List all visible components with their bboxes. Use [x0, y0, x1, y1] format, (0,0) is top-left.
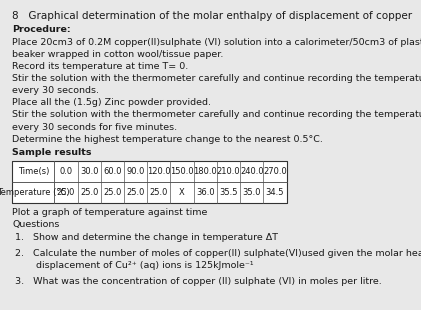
- Text: 25.0: 25.0: [103, 188, 122, 197]
- Text: 36.0: 36.0: [196, 188, 215, 197]
- Text: 35.5: 35.5: [219, 188, 238, 197]
- Text: 34.5: 34.5: [266, 188, 284, 197]
- Text: Plot a graph of temperature against time: Plot a graph of temperature against time: [12, 208, 208, 217]
- Text: 60.0: 60.0: [103, 167, 122, 176]
- FancyBboxPatch shape: [12, 162, 287, 182]
- Text: Procedure:: Procedure:: [12, 25, 71, 34]
- Text: 210.0: 210.0: [217, 167, 240, 176]
- Text: 8   Graphical determination of the molar enthalpy of displacement of copper: 8 Graphical determination of the molar e…: [12, 11, 413, 20]
- Text: Stir the solution with the thermometer carefully and continue recording the temp: Stir the solution with the thermometer c…: [12, 74, 421, 83]
- Text: 25.0: 25.0: [149, 188, 168, 197]
- Text: every 30 seconds for five minutes.: every 30 seconds for five minutes.: [12, 122, 177, 131]
- Text: X: X: [179, 188, 185, 197]
- Text: Determine the highest temperature change to the nearest 0.5°C.: Determine the highest temperature change…: [12, 135, 323, 144]
- Text: 1.   Show and determine the change in temperature ΔT: 1. Show and determine the change in temp…: [15, 233, 278, 242]
- Text: displacement of Cu²⁺ (aq) ions is 125kJmole⁻¹: displacement of Cu²⁺ (aq) ions is 125kJm…: [15, 261, 254, 270]
- Text: 90.0: 90.0: [126, 167, 145, 176]
- Text: 3.   What was the concentration of copper (II) sulphate (VI) in moles per litre.: 3. What was the concentration of copper …: [15, 277, 382, 286]
- Text: Sample results: Sample results: [12, 148, 92, 157]
- Text: Questions: Questions: [12, 220, 60, 229]
- Text: Place 20cm3 of 0.2M copper(II)sulphate (VI) solution into a calorimeter/50cm3 of: Place 20cm3 of 0.2M copper(II)sulphate (…: [12, 38, 421, 47]
- Text: 180.0: 180.0: [193, 167, 217, 176]
- Text: Temperature (°C): Temperature (°C): [0, 188, 69, 197]
- Text: Time(s): Time(s): [18, 167, 49, 176]
- Text: 25.0: 25.0: [80, 188, 99, 197]
- Text: Stir the solution with the thermometer carefully and continue recording the temp: Stir the solution with the thermometer c…: [12, 110, 421, 119]
- Text: 25.0: 25.0: [57, 188, 75, 197]
- Text: 30.0: 30.0: [80, 167, 99, 176]
- Text: 270.0: 270.0: [263, 167, 287, 176]
- Text: Record its temperature at time T= 0.: Record its temperature at time T= 0.: [12, 62, 189, 71]
- Text: beaker wrapped in cotton wool/tissue paper.: beaker wrapped in cotton wool/tissue pap…: [12, 50, 224, 59]
- Text: 240.0: 240.0: [240, 167, 264, 176]
- Text: 2.   Calculate the number of moles of copper(II) sulphate(VI)used given the mola: 2. Calculate the number of moles of copp…: [15, 249, 421, 258]
- Text: 25.0: 25.0: [126, 188, 145, 197]
- Text: every 30 seconds.: every 30 seconds.: [12, 86, 99, 95]
- FancyBboxPatch shape: [12, 182, 287, 203]
- Text: 120.0: 120.0: [147, 167, 171, 176]
- Text: 150.0: 150.0: [170, 167, 194, 176]
- Text: 35.0: 35.0: [242, 188, 261, 197]
- Text: Place all the (1.5g) Zinc powder provided.: Place all the (1.5g) Zinc powder provide…: [12, 98, 211, 107]
- Text: 0.0: 0.0: [59, 167, 72, 176]
